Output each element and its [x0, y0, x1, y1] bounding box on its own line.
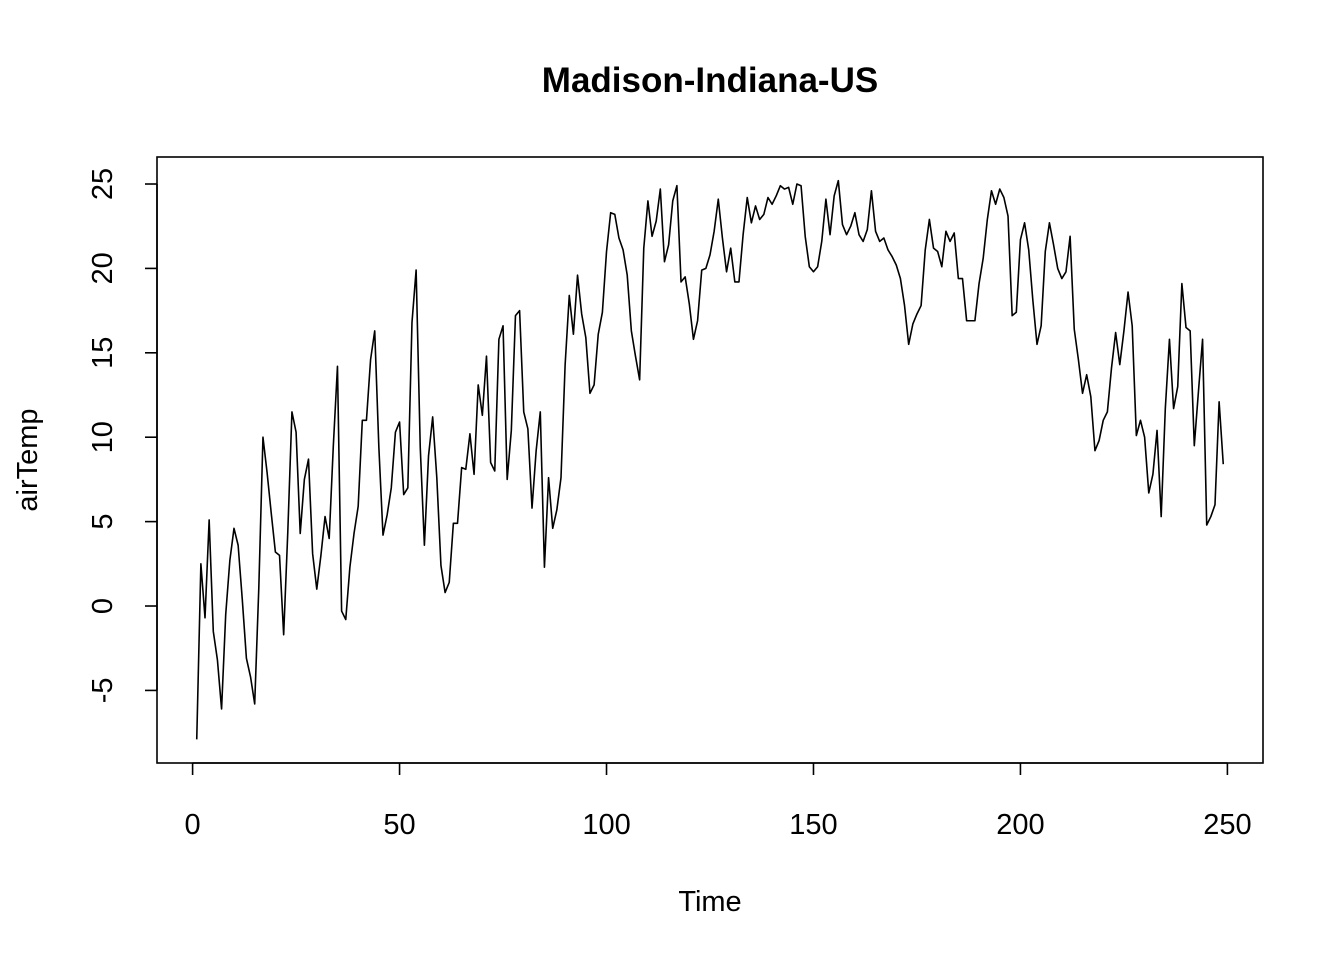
y-tick-label: 5: [87, 514, 119, 530]
y-tick-label: -5: [87, 678, 119, 704]
plot-frame: [156, 156, 1264, 764]
x-tick-label: 0: [185, 809, 201, 841]
y-tick-label: 25: [87, 168, 119, 200]
x-axis-label: Time: [678, 886, 741, 918]
x-tick-label: 50: [383, 809, 415, 841]
y-tick-label: 15: [87, 337, 119, 369]
x-tick-label: 250: [1203, 809, 1251, 841]
x-tick-label: 150: [789, 809, 837, 841]
y-axis-label: airTemp: [12, 408, 44, 511]
chart-title: Madison-Indiana-US: [542, 61, 878, 100]
y-tick-label: 10: [87, 421, 119, 453]
x-axis: 0 50 100 150 200 250: [185, 762, 1252, 841]
y-tick-label: 20: [87, 252, 119, 284]
x-tick-label: 200: [996, 809, 1044, 841]
y-axis: -5 0 5 10 15 20 25: [87, 168, 158, 704]
series-line: [195, 179, 1225, 740]
x-tick-label: 100: [582, 809, 630, 841]
y-tick-label: 0: [87, 598, 119, 614]
